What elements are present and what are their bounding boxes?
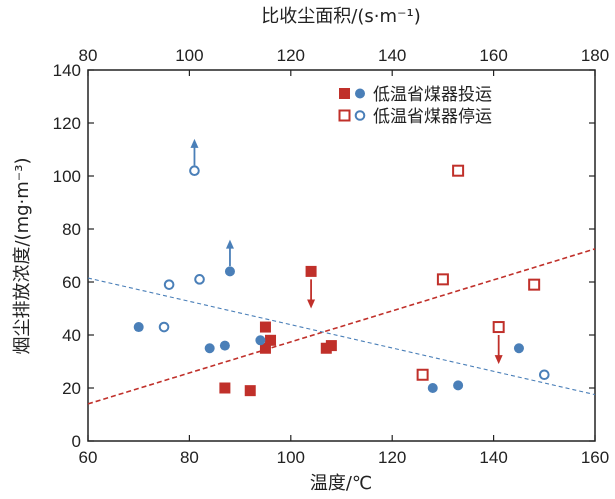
open-circle-point: [194, 274, 205, 285]
x-tick-label: 160: [581, 448, 609, 467]
filled-circle-point: [513, 343, 524, 354]
y-tick-label: 60: [62, 273, 81, 292]
legend-swatch-open-square: [338, 109, 351, 122]
x-axis-title: 温度/℃: [310, 473, 372, 494]
x2-tick-label: 120: [277, 46, 305, 65]
filled-circle-point: [133, 322, 144, 333]
y-tick-label: 40: [62, 326, 81, 345]
blue-arrow-head: [225, 239, 234, 249]
y-tick-label: 100: [53, 167, 81, 186]
open-square-point: [416, 368, 429, 381]
filled-circle-point: [255, 335, 266, 346]
tick-marks: [87, 69, 596, 442]
filled-square-point: [259, 342, 271, 354]
x-tick-label: 140: [479, 448, 507, 467]
tick-labels: 60 80 100 120 140 160 80 100 120 140 160 180 0 20 40 60…: [53, 46, 610, 467]
plot-frame: [87, 69, 596, 442]
legend-label-running: 低温省煤器投运: [373, 85, 492, 105]
filled-square-point: [305, 265, 317, 277]
filled-circle-point: [204, 343, 215, 354]
filled-square-point: [259, 321, 271, 333]
y-tick-label: 20: [62, 379, 81, 398]
x-tick-label: 120: [378, 448, 406, 467]
trendlines: [87, 248, 596, 405]
legend-swatch-filled-square: [339, 88, 350, 99]
red-arrow-head: [307, 299, 316, 309]
x2-tick-label: 180: [581, 46, 609, 65]
y-axis-title: 烟尘排放浓度/(mg·m⁻³): [12, 157, 33, 354]
x-tick-label: 60: [79, 448, 98, 467]
blue-trendline: [87, 277, 596, 396]
y-tick-label: 80: [62, 220, 81, 239]
x2-tick-label: 140: [378, 46, 406, 65]
open-circle-point: [189, 165, 200, 176]
open-circle-point: [539, 369, 550, 381]
legend-swatch-open-circle: [354, 110, 366, 121]
filled-circle-point: [224, 266, 235, 277]
open-circle-point: [163, 279, 175, 290]
annotation-arrows: [190, 138, 503, 365]
data-marks: [133, 164, 550, 397]
legend-swatch-filled-circle: [355, 88, 365, 99]
filled-square-point: [219, 382, 231, 394]
red-arrow-head: [494, 355, 503, 365]
x-tick-label: 80: [180, 448, 199, 467]
x2-tick-label: 100: [175, 46, 203, 65]
open-square-point: [528, 278, 541, 291]
filled-square-point: [265, 334, 277, 346]
legend: 低温省煤器投运 低温省煤器停运: [338, 85, 492, 127]
open-circle-point: [158, 321, 170, 333]
x2-tick-label: 160: [479, 46, 507, 65]
legend-label-stopped: 低温省煤器停运: [373, 107, 492, 127]
filled-circle-point: [453, 380, 464, 391]
blue-arrow-head: [190, 138, 199, 148]
y-tick-label: 120: [53, 114, 81, 133]
y-tick-label: 140: [53, 61, 81, 80]
open-square-point: [492, 321, 505, 334]
x2-axis-title: 比收尘面积/(s·m⁻¹): [261, 6, 420, 27]
filled-square-point: [244, 385, 256, 397]
filled-circle-point: [427, 383, 438, 393]
filled-square-point: [325, 340, 337, 352]
open-square-point: [436, 273, 449, 286]
open-square-point: [452, 164, 465, 177]
red-trendline: [87, 248, 596, 405]
filled-circle-point: [219, 340, 230, 351]
y-tick-label: 0: [72, 432, 81, 451]
x2-tick-label: 80: [79, 46, 98, 65]
x-tick-label: 100: [277, 448, 305, 467]
